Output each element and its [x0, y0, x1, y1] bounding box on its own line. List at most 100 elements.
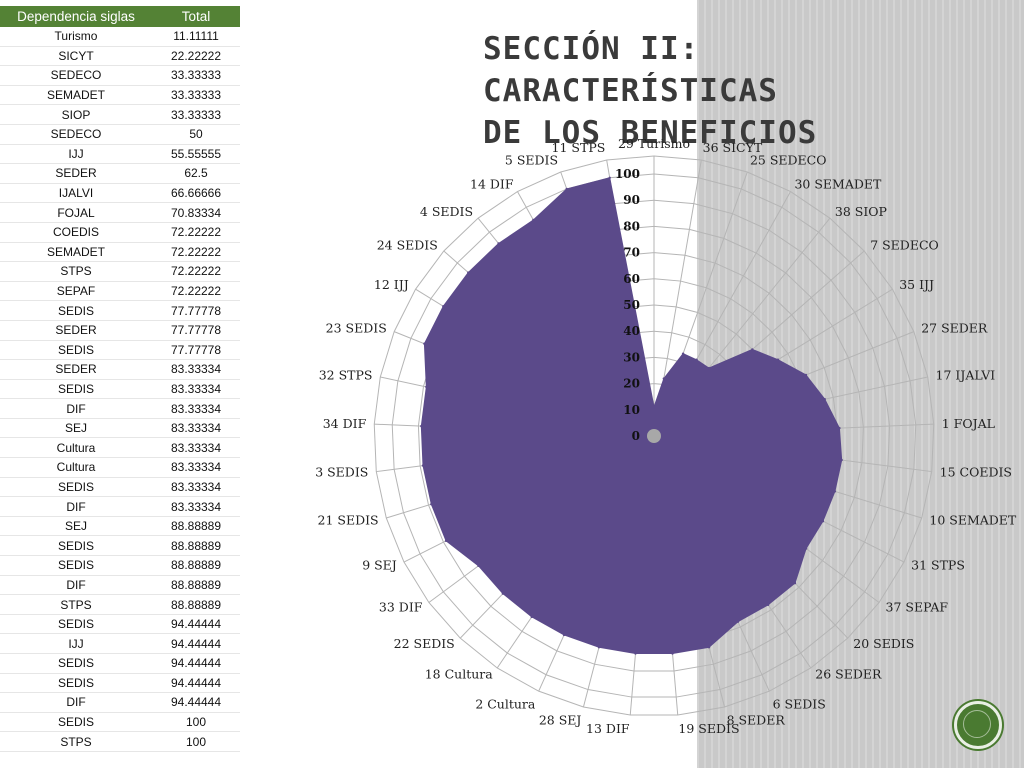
radar-series-area: [420, 176, 843, 655]
radar-category-label: 8 SEDER: [727, 713, 786, 728]
table-row: SEDIS 94.44444: [0, 673, 240, 694]
cell-dependencia: SEDIS: [0, 614, 152, 635]
table-row: IJALVI 66.66666: [0, 183, 240, 204]
table-row: DIF 83.33334: [0, 496, 240, 517]
radar-point: [776, 358, 780, 361]
table-row: SEDIS 94.44444: [0, 653, 240, 674]
cell-total: 100: [152, 731, 240, 752]
radar-point: [634, 652, 637, 655]
cell-dependencia: SIOP: [0, 104, 152, 125]
table-row: SEDIS 83.33334: [0, 379, 240, 400]
radar-point: [444, 539, 448, 543]
cell-dependencia: SICYT: [0, 46, 152, 67]
radar-point: [821, 519, 825, 523]
cell-total: 33.33333: [152, 85, 240, 106]
cell-dependencia: SEMADET: [0, 242, 152, 263]
radar-point: [695, 358, 698, 361]
radar-category-label: 32 STPS: [319, 367, 373, 382]
radar-category-label: 28 SEJ: [539, 713, 582, 728]
cell-dependencia: SEDIS: [0, 535, 152, 557]
table-header-row: Dependencia siglas Total: [0, 6, 240, 27]
cell-total: 83.33334: [152, 398, 240, 419]
cell-dependencia: SEDECO: [0, 65, 152, 86]
table-row: SEDIS 100: [0, 712, 240, 733]
cell-dependencia: SEDER: [0, 163, 152, 184]
radar-category-label: 18 Cultura: [425, 667, 494, 682]
radar-tick-label: 40: [623, 324, 640, 338]
radar-point: [793, 581, 797, 585]
radar-point: [736, 620, 740, 623]
table-row: SEMADET 72.22222: [0, 242, 240, 263]
radar-category-label: 3 SEDIS: [315, 465, 368, 480]
radar-category-label: 26 SEDER: [815, 667, 882, 682]
radar-tick-label: 20: [623, 377, 640, 391]
radar-point: [840, 458, 843, 462]
cell-dependencia: IJALVI: [0, 183, 152, 204]
cell-total: 11.11111: [152, 27, 240, 47]
radar-point: [423, 342, 426, 345]
cell-total: 62.5: [152, 163, 240, 184]
radar-point: [671, 652, 674, 655]
cell-total: 88.88889: [152, 555, 240, 576]
cell-dependencia: SEDECO: [0, 124, 152, 145]
radar-point: [766, 603, 770, 607]
cell-total: 72.22222: [152, 242, 240, 263]
table-row: DIF 88.88889: [0, 575, 240, 596]
cell-dependencia: DIF: [0, 692, 152, 713]
radar-category-label: 12 IJJ: [374, 277, 409, 292]
radar-point: [597, 646, 601, 649]
table-row: SEDIS 77.77778: [0, 300, 240, 321]
radar-point: [804, 373, 808, 377]
cell-total: 88.88889: [152, 535, 240, 557]
next-slide-button[interactable]: [954, 701, 1002, 749]
radar-category-label: 10 SEMADET: [929, 512, 1017, 527]
table-row: STPS 100: [0, 731, 240, 752]
radar-point: [681, 352, 685, 355]
radar-category-label: 30 SEMADET: [794, 177, 882, 192]
radar-category-label: 22 SEDIS: [394, 636, 455, 651]
table-row: STPS 88.88889: [0, 594, 240, 615]
cell-total: 33.33333: [152, 65, 240, 86]
table-row: DIF 83.33334: [0, 398, 240, 419]
table-row: IJJ 94.44444: [0, 633, 240, 654]
cell-dependencia: DIF: [0, 575, 152, 596]
cell-dependencia: SEJ: [0, 418, 152, 439]
table-row: SEMADET 33.33333: [0, 85, 240, 106]
table-row: SEDIS 88.88889: [0, 535, 240, 557]
cell-dependencia: STPS: [0, 594, 152, 615]
radar-tick-label: 60: [623, 272, 640, 286]
cell-dependencia: SEDIS: [0, 673, 152, 694]
radar-point: [565, 187, 568, 191]
cell-total: 94.44444: [152, 633, 240, 654]
table-row: SEDER 77.77778: [0, 320, 240, 341]
column-header-total: Total: [152, 6, 240, 27]
cell-total: 94.44444: [152, 614, 240, 635]
cell-dependencia: SEDIS: [0, 477, 152, 498]
radar-category-label: 21 SEDIS: [318, 512, 379, 527]
cell-dependencia: SEJ: [0, 516, 152, 537]
cell-dependencia: IJJ: [0, 633, 152, 654]
radar-category-label: 38 SIOP: [835, 204, 887, 219]
radar-category-label: 29 Turismo: [618, 136, 690, 151]
radar-category-label: 34 DIF: [323, 416, 367, 431]
cell-dependencia: DIF: [0, 398, 152, 419]
cell-total: 72.22222: [152, 281, 240, 302]
cell-total: 83.33334: [152, 437, 240, 459]
radar-category-label: 35 IJJ: [899, 277, 934, 292]
radar-category-label: 6 SEDIS: [773, 696, 826, 711]
table-row: STPS 72.22222: [0, 261, 240, 282]
table-row: SEDIS 94.44444: [0, 614, 240, 635]
table-row: SICYT 22.22222: [0, 46, 240, 67]
table-row: SEDER 62.5: [0, 163, 240, 184]
radar-category-label: 31 STPS: [911, 558, 965, 573]
radar-category-label: 2 Cultura: [475, 696, 536, 711]
radar-tick-label: 90: [623, 193, 640, 207]
radar-point: [477, 564, 480, 568]
radar-point: [497, 242, 500, 245]
radar-category-label: 9 SEJ: [362, 558, 397, 573]
radar-point: [562, 633, 566, 637]
cell-dependencia: Cultura: [0, 457, 152, 478]
radar-ring: [391, 173, 917, 698]
radar-point: [823, 398, 826, 401]
table-row: Turismo 11.11111: [0, 27, 240, 47]
